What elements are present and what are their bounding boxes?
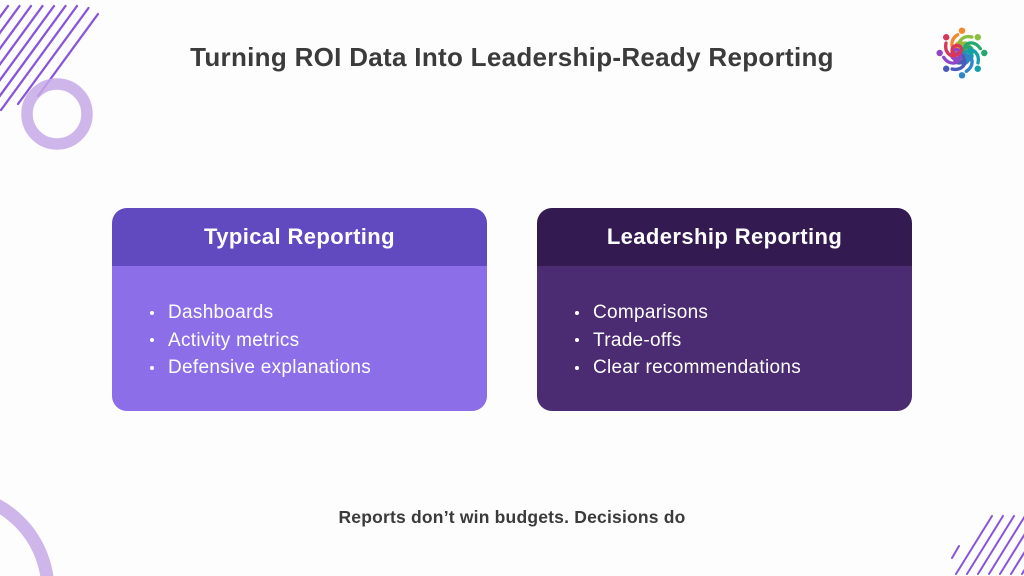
bullet-dot-icon bbox=[575, 365, 579, 370]
item-label: Clear recommendations bbox=[593, 357, 801, 378]
card-title: Leadership Reporting bbox=[606, 224, 843, 249]
item-label: Dashboards bbox=[168, 302, 274, 323]
ring-top-left-icon bbox=[21, 78, 93, 150]
bullet-dot-icon bbox=[150, 310, 154, 315]
page-title: Turning ROI Data Into Leadership-Ready R… bbox=[190, 42, 834, 72]
bullet-list: Comparisons Trade-offs Clear recommendat… bbox=[575, 299, 902, 382]
card-leadership-reporting: Leadership Reporting Comparisons Trade-o… bbox=[537, 208, 912, 411]
list-item: Dashboards bbox=[150, 299, 477, 327]
list-item: Activity metrics bbox=[150, 327, 477, 355]
bullet-list: Dashboards Activity metrics Defensive ex… bbox=[150, 299, 477, 382]
item-label: Comparisons bbox=[593, 302, 709, 323]
card-title: Typical Reporting bbox=[204, 224, 395, 249]
stripes-top-left-icon bbox=[0, 4, 100, 112]
bullet-dot-icon bbox=[150, 365, 154, 370]
list-item: Defensive explanations bbox=[150, 354, 477, 382]
comparison-cards: Typical Reporting Dashboards Activity me… bbox=[112, 208, 912, 411]
card-typical-reporting: Typical Reporting Dashboards Activity me… bbox=[112, 208, 487, 411]
card-header: Leadership Reporting bbox=[537, 208, 912, 266]
ring-bottom-left-icon bbox=[0, 499, 54, 576]
card-body: Comparisons Trade-offs Clear recommendat… bbox=[537, 266, 912, 411]
item-label: Defensive explanations bbox=[168, 357, 372, 378]
company-logo-icon bbox=[934, 25, 990, 81]
bullet-dot-icon bbox=[150, 338, 154, 343]
card-header: Typical Reporting bbox=[112, 208, 487, 266]
item-label: Trade-offs bbox=[593, 329, 682, 351]
list-item: Trade-offs bbox=[575, 327, 902, 355]
bullet-dot-icon bbox=[575, 310, 579, 315]
item-label: Activity metrics bbox=[168, 329, 300, 351]
list-item: Clear recommendations bbox=[575, 354, 902, 382]
list-item: Comparisons bbox=[575, 299, 902, 327]
footer-tagline: Reports don’t win budgets. Decisions do bbox=[338, 507, 686, 527]
bullet-dot-icon bbox=[575, 338, 579, 343]
card-body: Dashboards Activity metrics Defensive ex… bbox=[112, 266, 487, 411]
